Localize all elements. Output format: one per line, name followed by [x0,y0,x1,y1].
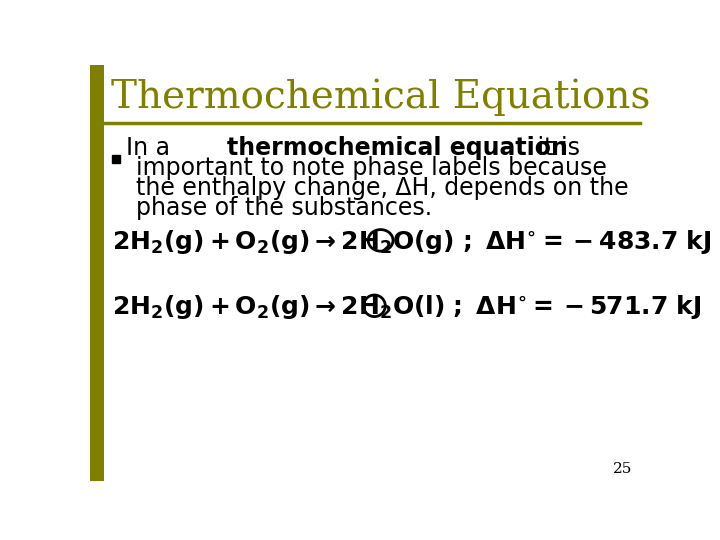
Text: thermochemical equation: thermochemical equation [228,136,568,160]
Text: 25: 25 [613,462,632,476]
Text: $\mathbf{2H_2(g)+O_2(g)\rightarrow 2H_2O(l)\ ;\ \Delta H^{\circ}=-571.7\ kJ}$: $\mathbf{2H_2(g)+O_2(g)\rightarrow 2H_2O… [112,293,701,321]
Text: In a: In a [126,136,177,160]
Text: it is: it is [531,136,580,160]
Text: phase of the substances.: phase of the substances. [137,196,433,220]
Text: $\mathbf{2H_2(g)+O_2(g)\rightarrow 2H_2O(g)\ ;\ \Delta H^{\circ}=-483.7\ kJ}$: $\mathbf{2H_2(g)+O_2(g)\rightarrow 2H_2O… [112,228,711,256]
Text: important to note phase labels because: important to note phase labels because [137,156,608,180]
Text: Thermochemical Equations: Thermochemical Equations [111,78,650,116]
Text: the enthalpy change, ΔH, depends on the: the enthalpy change, ΔH, depends on the [137,176,629,200]
Bar [112,154,120,163]
Bar [90,65,104,481]
